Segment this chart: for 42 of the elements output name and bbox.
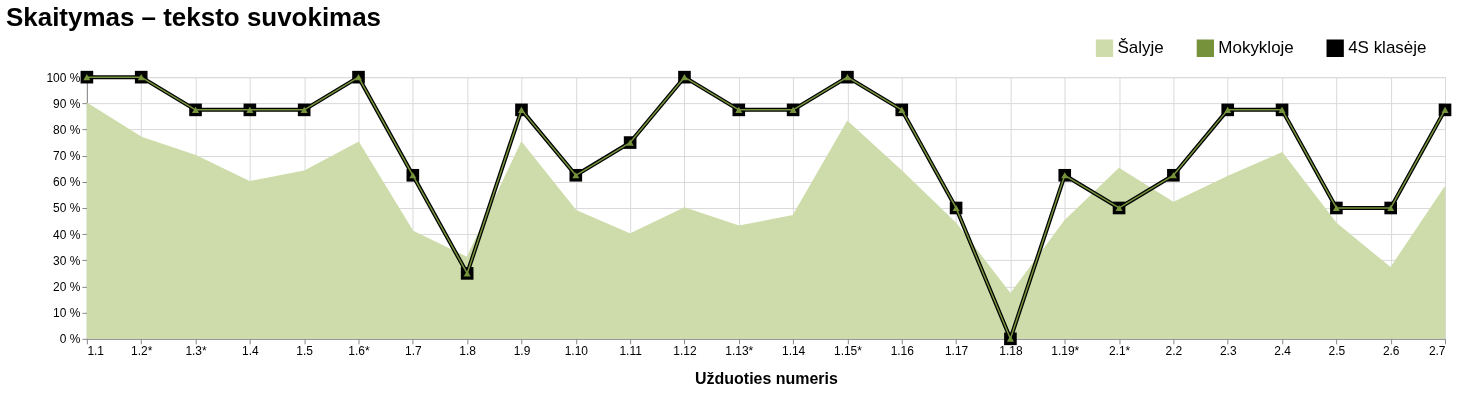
- x-tick-label: 1.5: [296, 344, 314, 359]
- x-tick-label: 2.4: [1274, 344, 1292, 359]
- x-tick-label: 1.16: [890, 344, 915, 359]
- x-tick-label: 1.8: [459, 344, 477, 359]
- legend-label: 4S klasėje: [1348, 38, 1427, 58]
- y-tick-label: 100 %: [46, 70, 81, 85]
- x-axis-title: Užduoties numeris: [695, 370, 838, 388]
- x-tick-label: 1.15*: [833, 344, 863, 359]
- y-tick-label: 60 %: [53, 175, 81, 190]
- x-tick-label: 1.14: [781, 344, 806, 359]
- x-tick-label: 1.1: [87, 344, 105, 359]
- x-tick-label: 2.3: [1219, 344, 1237, 359]
- x-tick-label: 1.6*: [348, 344, 370, 359]
- x-tick-label: 1.9: [513, 344, 531, 359]
- y-tick-label: 20 %: [53, 279, 81, 294]
- x-tick-label: 2.6: [1382, 344, 1400, 359]
- x-tick-label: 2.5: [1328, 344, 1346, 359]
- x-tick-label: 1.10: [564, 344, 589, 359]
- y-tick-label: 90 %: [53, 96, 81, 111]
- x-tick-label: 1.2*: [131, 344, 153, 359]
- x-tick-label: 1.17: [944, 344, 969, 359]
- y-tick-label: 50 %: [53, 201, 81, 216]
- x-tick-label: 1.18: [999, 344, 1023, 359]
- y-tick-label: 30 %: [53, 253, 81, 268]
- x-tick-label: 1.11: [619, 344, 643, 359]
- x-tick-label: 2.1*: [1108, 344, 1131, 359]
- x-tick-label: 2.7: [1428, 344, 1446, 359]
- x-tick-label: 1.19*: [1051, 344, 1080, 359]
- y-tick-label: 10 %: [53, 306, 81, 321]
- y-tick-label: 0 %: [59, 332, 81, 347]
- x-tick-label: 1.12: [673, 344, 697, 359]
- x-tick-label: 1.7: [405, 344, 422, 359]
- y-tick-label: 80 %: [53, 122, 81, 137]
- legend-label: Šalyje: [1117, 38, 1164, 58]
- y-tick-label: 70 %: [53, 149, 81, 164]
- y-tick-label: 40 %: [53, 227, 81, 242]
- chart-title: Skaitymas – teksto suvokimas: [5, 2, 382, 33]
- legend-label: Mokykloje: [1218, 38, 1294, 58]
- x-tick-label: 2.2: [1165, 344, 1183, 359]
- x-tick-label: 1.4: [242, 344, 260, 359]
- x-tick-label: 1.13*: [725, 344, 754, 359]
- x-tick-label: 1.3*: [185, 344, 208, 359]
